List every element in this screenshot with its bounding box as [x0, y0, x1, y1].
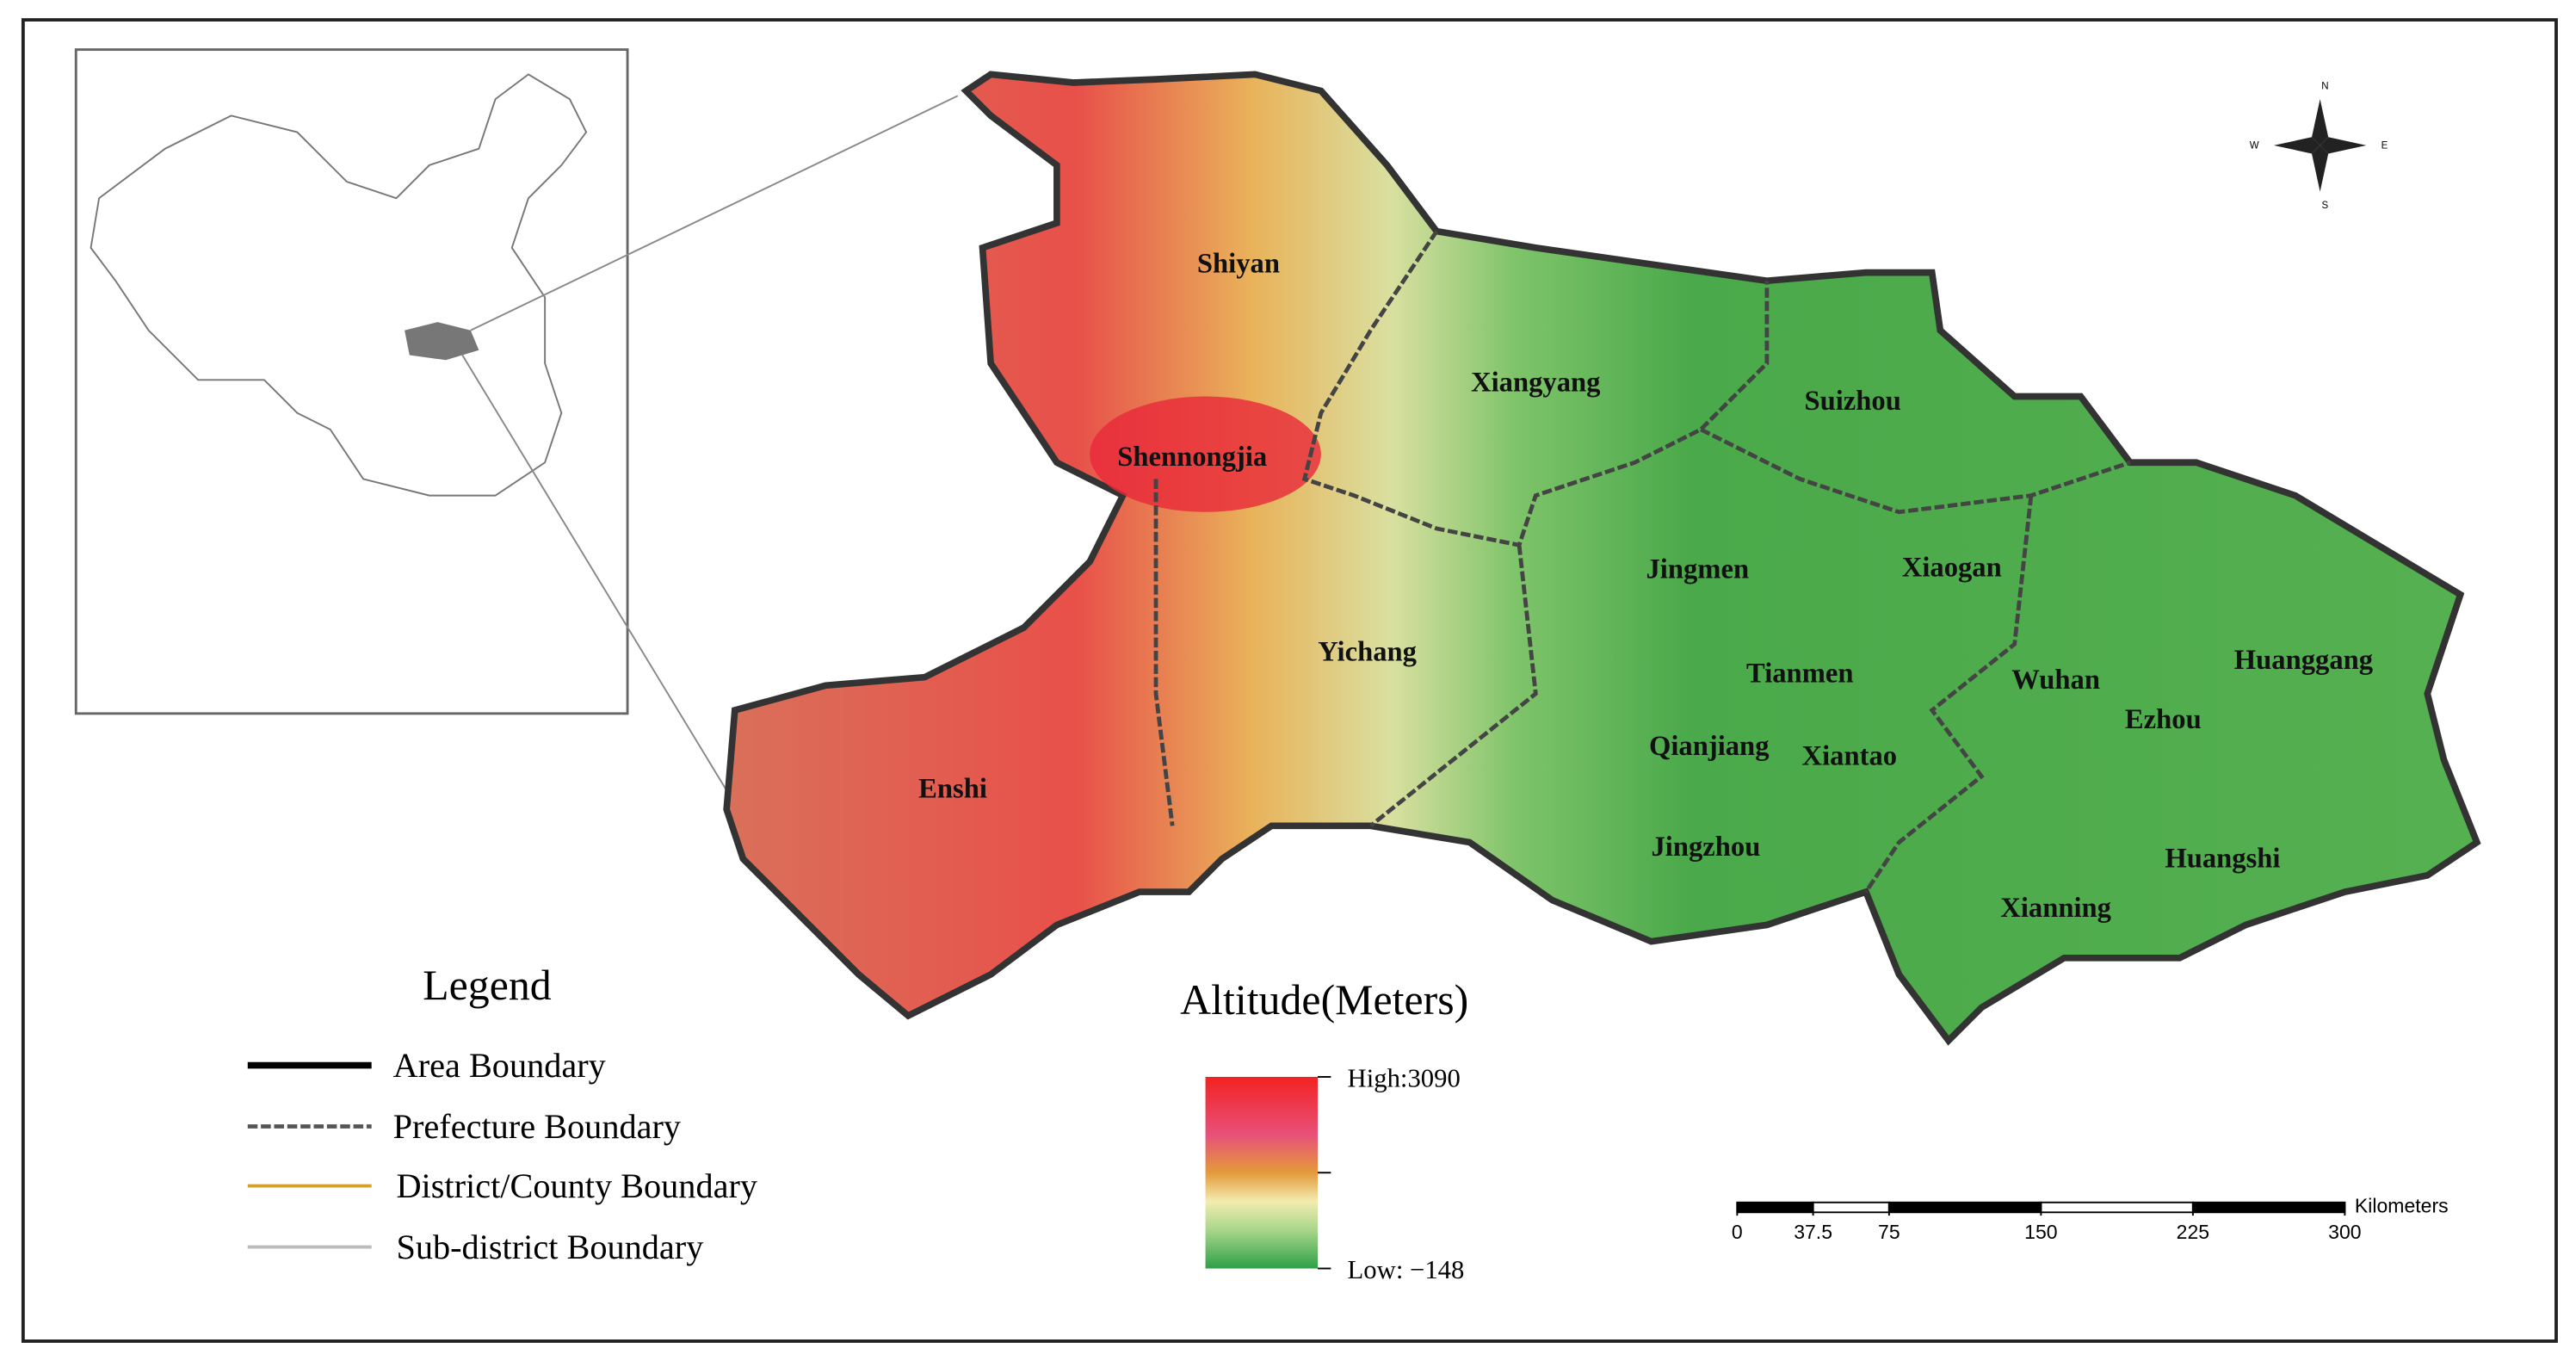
- scale-label: 37.5: [1794, 1221, 1832, 1243]
- scale-segment: [2191, 1201, 2346, 1214]
- compass-label: E: [2381, 141, 2388, 152]
- city-label: Xiantao: [1802, 740, 1898, 771]
- city-label: Ezhou: [2125, 704, 2202, 735]
- city-label: Jingmen: [1646, 554, 1750, 585]
- legend-item: Sub-district Boundary: [396, 1228, 703, 1266]
- scale-segment: [1812, 1201, 1890, 1214]
- city-label: Shennongjia: [1117, 442, 1267, 473]
- scale-bar: 0 37.5 75 150 225 300: [1732, 1201, 2362, 1243]
- colorbar-high: High:3090: [1348, 1063, 1461, 1092]
- city-label: Xianning: [2000, 893, 2111, 924]
- connector: [461, 355, 744, 819]
- city-label: Yichang: [1318, 636, 1417, 667]
- scale-label: 150: [2024, 1221, 2057, 1243]
- city-label: Enshi: [918, 774, 987, 805]
- compass-label: W: [2250, 141, 2259, 152]
- high-terrain: [1090, 396, 1321, 512]
- city-label: Huanggang: [2234, 645, 2373, 676]
- prefecture-boundaries: [1153, 230, 2131, 894]
- compass: [2273, 99, 2367, 192]
- scale-unit: Kilometers: [2355, 1194, 2449, 1216]
- city-labels: Shiyan Xiangyang Suizhou Shennongjia Jingmen…: [918, 249, 2373, 924]
- city-label: Shiyan: [1197, 249, 1280, 280]
- city-label: Xiangyang: [1471, 368, 1600, 399]
- scale-label: 0: [1732, 1221, 1743, 1243]
- compass-label: S: [2322, 201, 2329, 211]
- scale-segment: [1887, 1201, 2042, 1214]
- province-area: [723, 71, 2481, 1046]
- scale-label: 75: [1878, 1221, 1900, 1243]
- city-label: Jingzhou: [1651, 832, 1760, 863]
- legend-item: Area Boundary: [393, 1046, 606, 1085]
- city-label: Tianmen: [1746, 658, 1853, 689]
- legend-item: District/County Boundary: [396, 1166, 757, 1205]
- colorbar: [1205, 1076, 1319, 1269]
- scale-segment: [2040, 1201, 2194, 1214]
- scale-label: 300: [2328, 1221, 2361, 1243]
- city-label: Wuhan: [2011, 665, 2100, 696]
- city-label: Qianjiang: [1649, 731, 1770, 762]
- scale-label: 225: [2177, 1221, 2209, 1243]
- city-label: Xiaogan: [1902, 553, 2002, 584]
- connector: [470, 95, 959, 331]
- colorbar-title: Altitude(Meters): [1180, 976, 1468, 1024]
- scale-segment: [1736, 1201, 1814, 1214]
- compass-label: N: [2321, 82, 2328, 92]
- city-label: Suizhou: [1804, 386, 1900, 417]
- colorbar-low: Low: −148: [1348, 1255, 1465, 1284]
- china-outline: [90, 73, 588, 497]
- legend-item: Prefecture Boundary: [393, 1107, 681, 1146]
- hubei-inset: [405, 322, 479, 361]
- city-label: Huangshi: [2165, 843, 2280, 874]
- legend-title: Legend: [423, 962, 552, 1009]
